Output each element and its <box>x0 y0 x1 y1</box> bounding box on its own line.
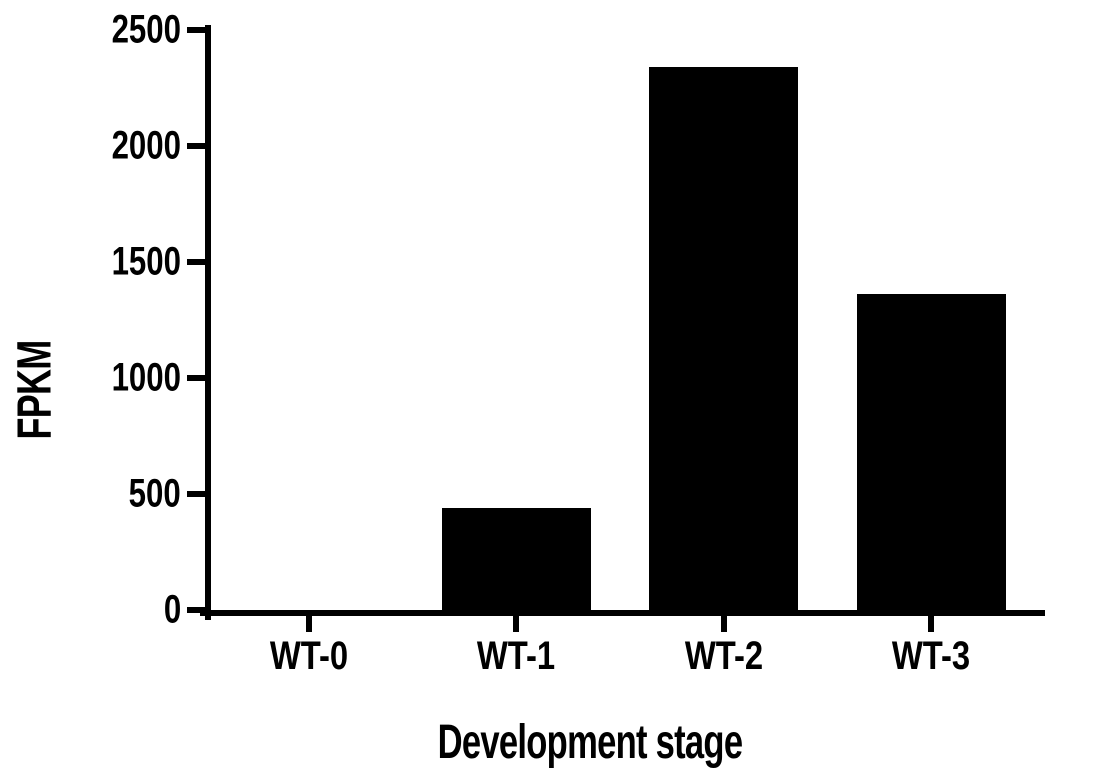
plot-area: 05001000150020002500WT-0WT-1WT-2WT-3 <box>205 30 1035 610</box>
bar <box>649 67 798 610</box>
y-tick-label: 0 <box>164 588 181 633</box>
y-tick <box>187 607 205 613</box>
x-tick <box>513 616 519 632</box>
y-tick <box>187 27 205 33</box>
bar <box>857 294 1006 610</box>
x-tick-label: WT-2 <box>685 634 763 679</box>
y-tick-label: 1000 <box>112 356 181 401</box>
y-tick <box>187 375 205 381</box>
y-axis-line <box>205 25 211 620</box>
x-tick <box>721 616 727 632</box>
y-tick <box>187 259 205 265</box>
y-tick <box>187 143 205 149</box>
x-tick-label: WT-0 <box>270 634 348 679</box>
x-tick <box>306 616 312 632</box>
y-tick <box>187 491 205 497</box>
y-tick-label: 1500 <box>112 240 181 285</box>
y-tick-label: 500 <box>129 472 181 517</box>
y-tick-label: 2000 <box>112 124 181 169</box>
x-tick-label: WT-3 <box>892 634 970 679</box>
y-axis-label: FPKM <box>8 341 63 440</box>
chart-container: FPKM 05001000150020002500WT-0WT-1WT-2WT-… <box>60 20 1060 760</box>
x-axis-label: Development stage <box>438 715 743 770</box>
bar <box>442 508 591 610</box>
x-tick-label: WT-1 <box>477 634 555 679</box>
x-tick <box>928 616 934 632</box>
y-tick-label: 2500 <box>112 8 181 53</box>
x-axis-line <box>200 610 1045 616</box>
